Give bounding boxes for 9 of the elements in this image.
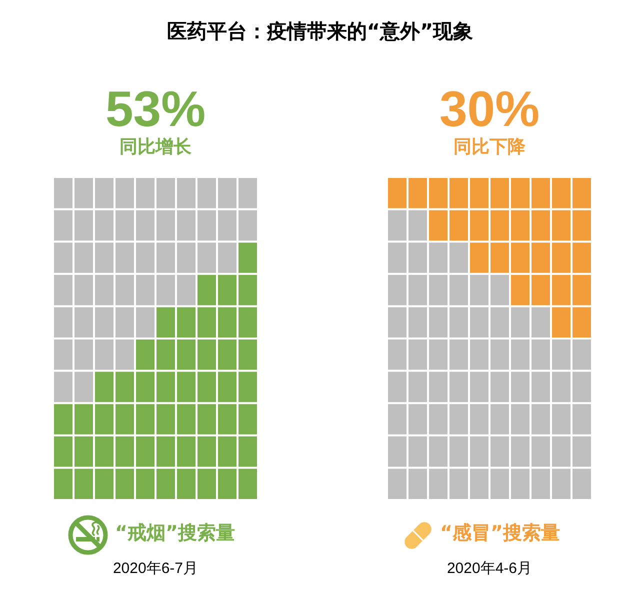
- text: 2020年4-6月: [446, 560, 532, 578]
- text: 2020年6-7月: [112, 560, 198, 578]
- data-label: 30%: [439, 81, 540, 137]
- text: 同比下降: [454, 136, 526, 158]
- data-label: 53%: [105, 81, 206, 137]
- text: 医药平台：疫情带来的“意外”现象: [166, 19, 474, 44]
- category-label: “戒烟”搜索量: [115, 522, 235, 544]
- text: 同比增长: [120, 136, 192, 158]
- category-label: “感冒”搜索量: [440, 522, 560, 544]
